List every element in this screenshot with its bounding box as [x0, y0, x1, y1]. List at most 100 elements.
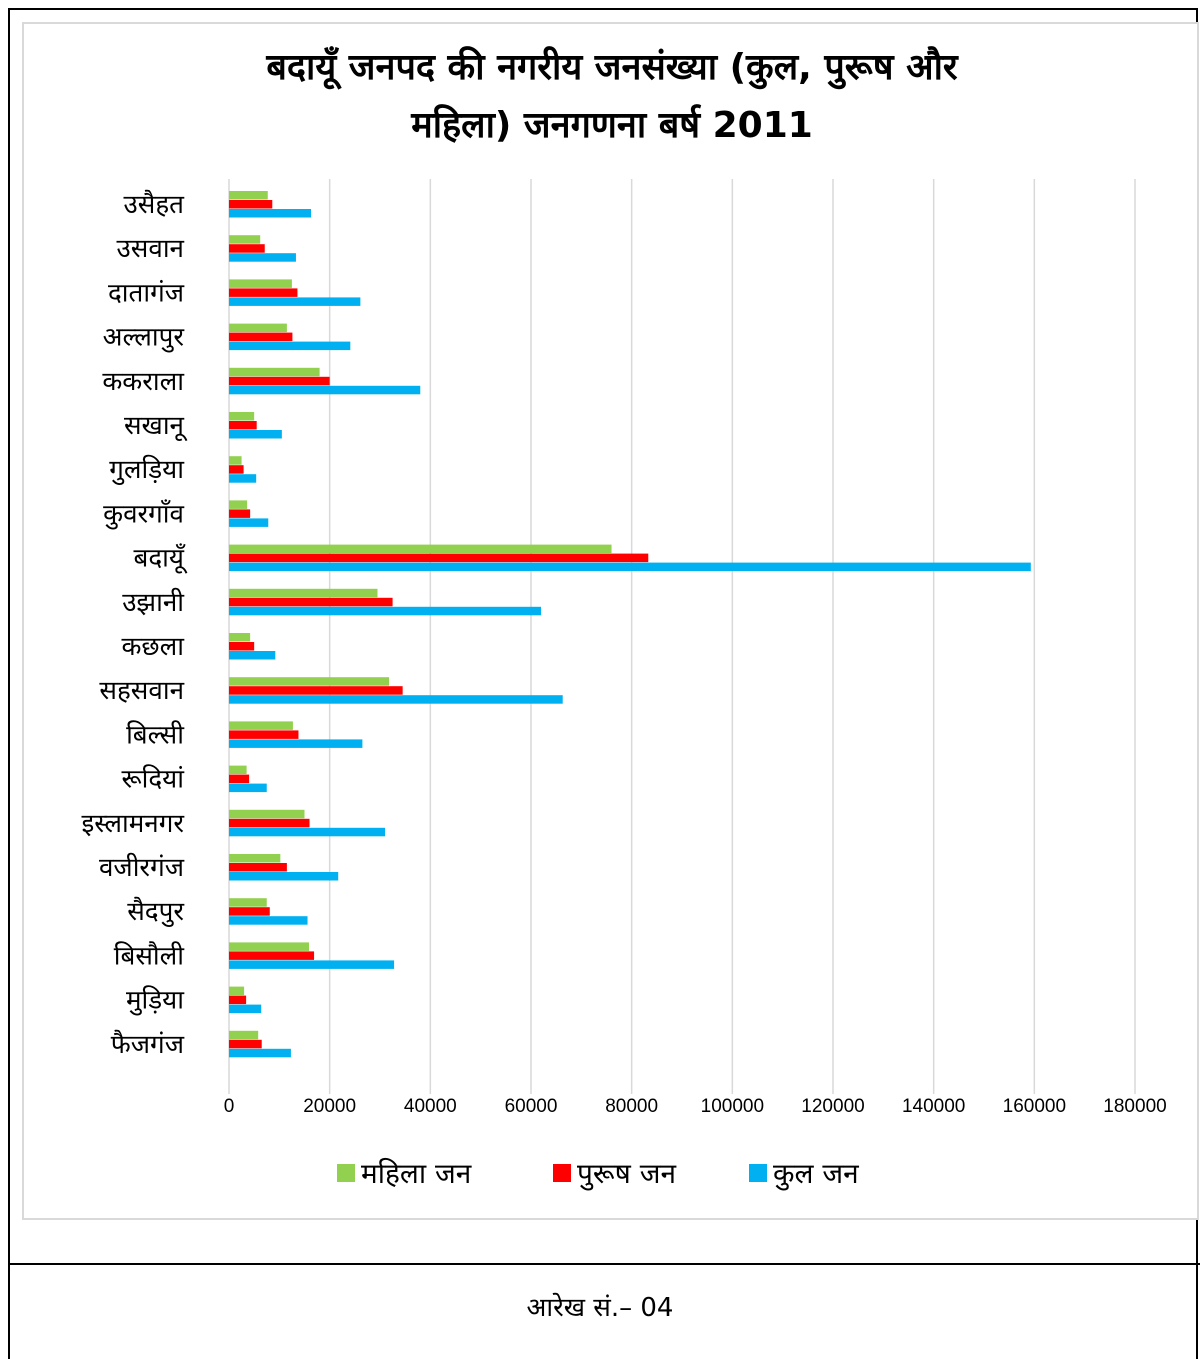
category-label: दातागंज	[108, 278, 185, 308]
category-label: कछला	[121, 632, 185, 662]
x-tick-label: 20000	[303, 1096, 356, 1117]
bar	[229, 686, 403, 695]
x-tick-label: 120000	[801, 1096, 864, 1117]
category-label: उसवान	[117, 234, 185, 264]
bar	[229, 597, 393, 607]
legend: महिला जन पुरूष जन कुल जन	[337, 1157, 859, 1191]
bar	[229, 518, 269, 527]
bar	[229, 863, 287, 872]
category-label: फैजगंज	[111, 1029, 185, 1060]
bar	[229, 642, 255, 651]
bar-chart: बदायूँ जनपद की नगरीय जनसंख्या (कुल, पुरू…	[82, 46, 1167, 1191]
category-label: सैदपुर	[127, 896, 185, 927]
bar	[229, 942, 310, 951]
bar	[229, 1004, 262, 1014]
bar	[229, 907, 270, 916]
bar	[229, 633, 251, 642]
category-label: उझानी	[122, 587, 185, 618]
bar	[229, 209, 312, 218]
legend-swatch	[337, 1164, 355, 1182]
bar	[229, 456, 242, 465]
bar	[229, 606, 542, 616]
bar	[229, 765, 247, 775]
bar	[229, 651, 276, 660]
bar	[229, 235, 261, 244]
category-label: बदायूँ	[134, 543, 188, 575]
x-tick-label: 160000	[1003, 1096, 1066, 1117]
category-label: इस्लामनगर	[82, 809, 186, 839]
category-label: गुलड़िया	[109, 454, 185, 485]
bar	[229, 200, 273, 209]
bar	[229, 323, 287, 333]
bar	[229, 986, 245, 996]
x-tick-label: 140000	[902, 1096, 965, 1117]
bar	[229, 1039, 262, 1049]
legend-label: महिला जन	[361, 1157, 472, 1190]
bar	[229, 332, 293, 342]
figure-caption: आरेख सं.– 04	[526, 1293, 674, 1323]
bar	[229, 898, 267, 907]
x-tick-label: 40000	[404, 1096, 457, 1117]
bar	[229, 995, 247, 1005]
bar	[229, 421, 257, 430]
category-labels: उसैहत उसवान दातागंज अल्लापुर ककराला सखानू गुलड…	[82, 189, 188, 1060]
bar	[229, 827, 386, 837]
bar	[229, 783, 267, 793]
legend-label: कुल जन	[773, 1157, 859, 1191]
bar	[229, 854, 281, 863]
bar	[229, 1048, 291, 1058]
bar	[229, 809, 305, 819]
chart-title-line-1: बदायूँ जनपद की नगरीय जनसंख्या (कुल, पुरू…	[265, 46, 959, 90]
category-label: बिसौली	[114, 940, 186, 971]
legend-swatch	[553, 1164, 571, 1182]
bar	[229, 916, 308, 925]
x-tick-label: 60000	[505, 1096, 558, 1117]
category-label: ककराला	[102, 367, 185, 397]
category-label: वजीरगंज	[99, 852, 185, 883]
bar	[229, 960, 395, 969]
chart-panel: बदायूँ जनपद की नगरीय जनसंख्या (कुल, पुरू…	[22, 22, 1199, 1220]
bar	[229, 367, 320, 377]
bar	[229, 544, 612, 554]
bar	[229, 774, 250, 784]
bar	[229, 872, 339, 881]
grid-lines	[228, 179, 1136, 1094]
category-label: अल्लापुर	[103, 323, 186, 353]
bar	[229, 695, 563, 704]
bar	[229, 730, 299, 739]
bar	[229, 1030, 259, 1040]
bar	[229, 465, 244, 474]
legend-label: पुरूष जन	[577, 1157, 677, 1191]
bar	[229, 297, 361, 306]
bar	[229, 509, 251, 518]
x-axis-tick-labels: 0 20000 40000 60000 80000 100000 120000 140000 1…	[224, 1096, 1167, 1117]
bar	[229, 562, 1031, 572]
bar	[229, 412, 255, 421]
bar	[229, 430, 282, 439]
x-tick-label: 0	[224, 1096, 235, 1117]
bar	[229, 253, 296, 262]
bar	[229, 721, 293, 730]
bars	[229, 191, 1031, 1058]
bar	[229, 588, 378, 598]
bar	[229, 279, 292, 288]
bar	[229, 244, 265, 253]
category-label: रूदियां	[121, 764, 185, 795]
category-label: मुड़िया	[126, 985, 185, 1016]
chart-title-line-2: महिला) जनगणना बर्ष 2011	[410, 104, 813, 146]
bar	[229, 951, 315, 960]
x-tick-label: 180000	[1103, 1096, 1166, 1117]
legend-swatch	[749, 1164, 767, 1182]
caption-divider	[8, 1263, 1200, 1265]
bar	[229, 376, 330, 386]
bar	[229, 191, 268, 200]
category-label: कुवरगाँव	[103, 498, 184, 529]
bar	[229, 818, 310, 828]
bar	[229, 553, 649, 563]
bar	[229, 739, 363, 748]
bar	[229, 288, 298, 297]
bar	[229, 474, 257, 483]
x-tick-label: 100000	[701, 1096, 764, 1117]
category-label: उसैहत	[124, 189, 186, 220]
category-label: सखानू	[124, 411, 188, 442]
